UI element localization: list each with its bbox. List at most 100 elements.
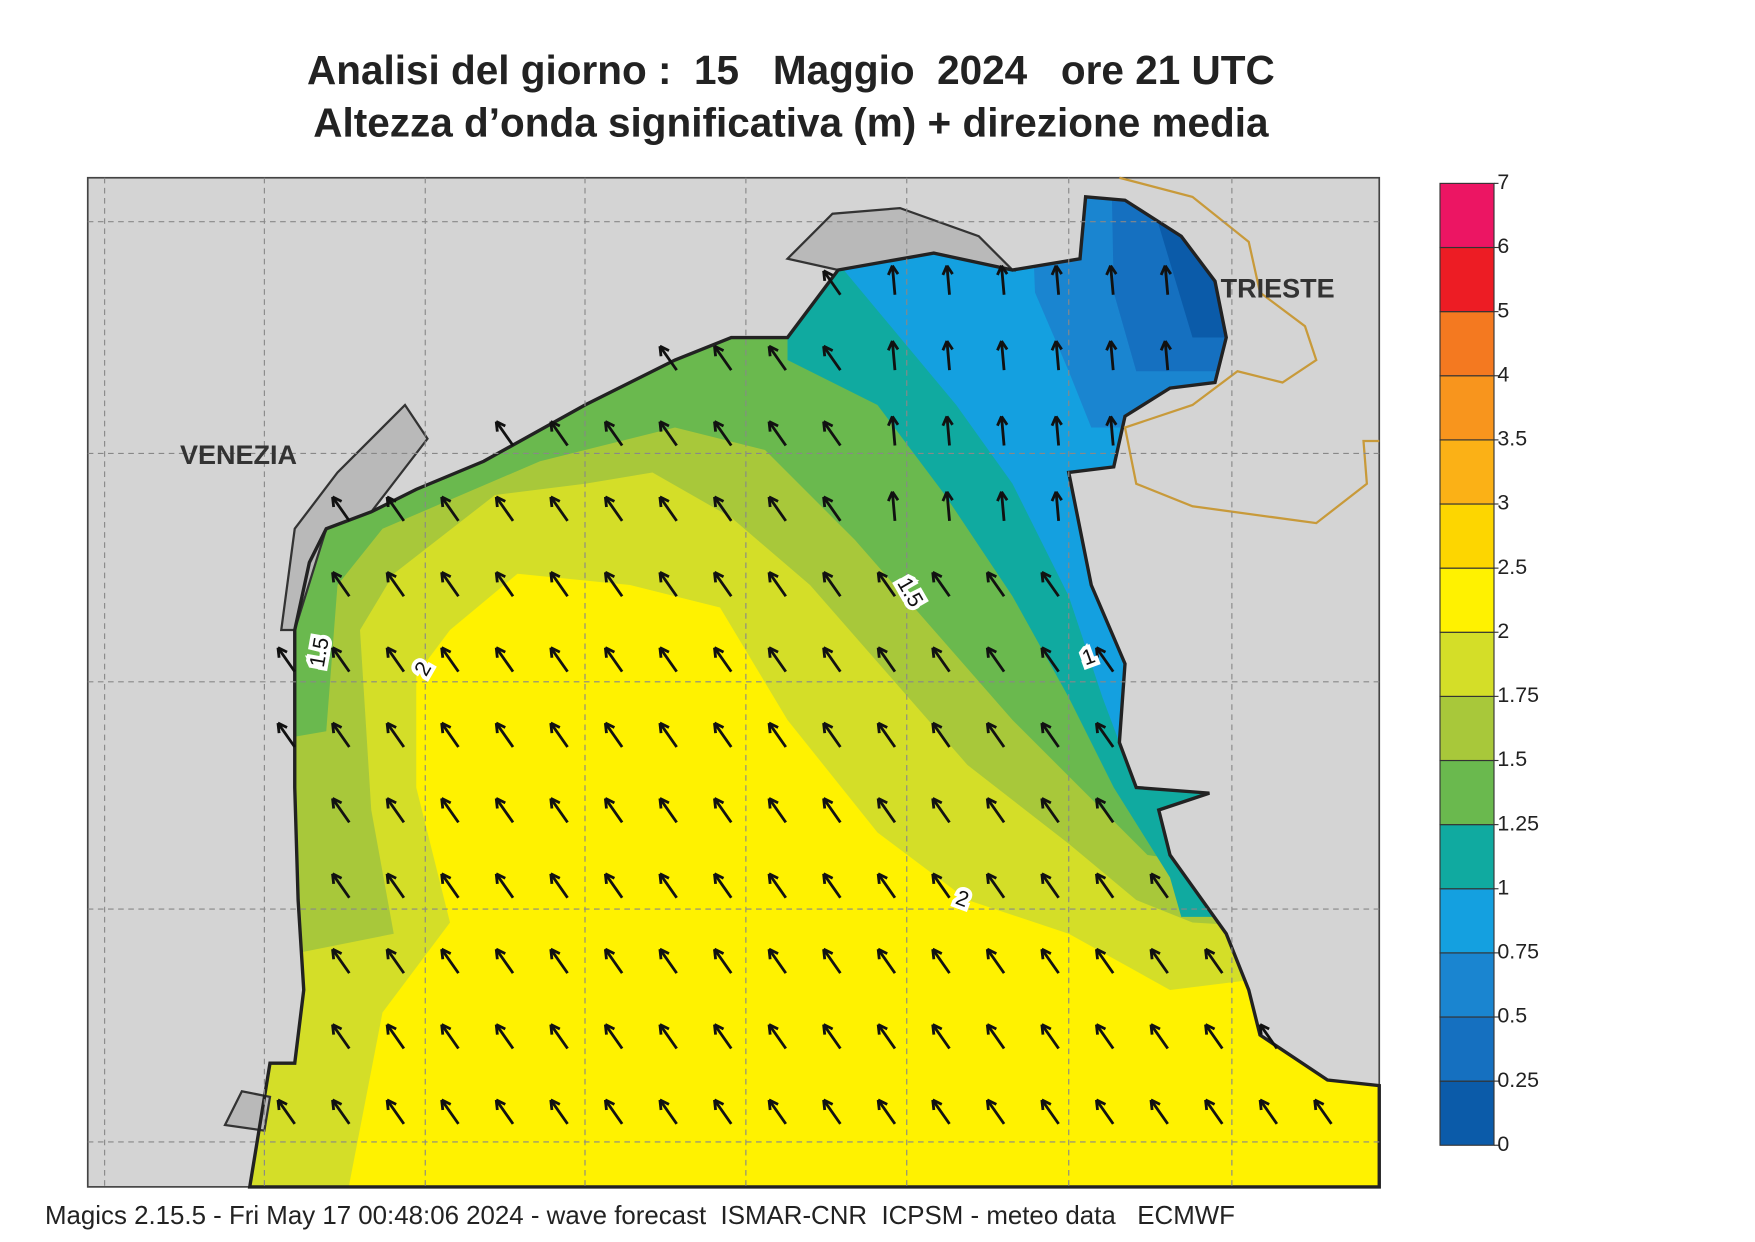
arrow-head: [713, 721, 725, 729]
graticule: [87, 177, 1380, 1187]
arrow-head: [1204, 947, 1216, 955]
arrow-head: [768, 420, 779, 428]
arrow: [495, 872, 515, 899]
arrow-head: [549, 421, 554, 432]
arrow-head: [331, 1099, 336, 1111]
arrow-head: [822, 873, 827, 885]
arrow-head: [1159, 340, 1167, 351]
colorbar-band: [1439, 375, 1495, 441]
arrow-head: [1204, 1098, 1216, 1106]
arrow: [713, 496, 733, 522]
arrow-head: [945, 264, 954, 275]
arrow: [931, 1099, 951, 1125]
colorbar-band: [1439, 1080, 1495, 1146]
arrow-head: [1204, 1024, 1209, 1035]
arrow: [385, 571, 406, 598]
arrow: [549, 948, 569, 974]
arrow: [1095, 948, 1115, 974]
arrow: [1163, 265, 1170, 295]
arrow-head: [1149, 949, 1154, 960]
arrow: [931, 872, 951, 899]
arrow: [890, 416, 897, 446]
arrow-head: [658, 496, 663, 508]
arrow-head: [1000, 264, 1009, 275]
arrow-head: [887, 415, 894, 427]
arrow: [767, 948, 787, 974]
arrow-head: [768, 797, 779, 805]
arrow: [822, 1099, 842, 1125]
arrow-head: [767, 1099, 772, 1111]
arrow-head: [331, 1024, 336, 1035]
colorbar-band: [1439, 1016, 1495, 1082]
arrow-head: [441, 1098, 452, 1106]
arrow-head: [941, 265, 949, 276]
arrow-head: [495, 947, 506, 955]
title: Analisi del giorno : 15 Maggio 2024 ore …: [307, 47, 1275, 93]
arrow-head: [658, 647, 663, 658]
colorbar-band: [1439, 439, 1495, 505]
arrow-head: [1164, 340, 1172, 351]
colorbar-label: 2.5: [1497, 555, 1527, 579]
arrow-head: [1095, 646, 1107, 654]
arrow-head: [603, 1099, 608, 1111]
arrow-head: [331, 722, 336, 734]
arrow-head: [549, 949, 554, 960]
colorbar-label: 1.25: [1497, 811, 1539, 835]
arrow-head: [768, 872, 779, 880]
arrow: [1095, 722, 1115, 748]
arrow-head: [876, 798, 881, 809]
arrow: [767, 722, 787, 748]
arrow-head: [331, 1023, 343, 1031]
colorbar-label: 0: [1497, 1132, 1509, 1156]
arrow-head: [768, 571, 779, 579]
arrow-head: [713, 872, 725, 880]
colorbar-label: 1.5: [1497, 747, 1527, 771]
arrow: [1204, 1099, 1224, 1125]
arrow: [495, 797, 515, 824]
arrow-head: [1040, 572, 1045, 583]
arrow-head: [441, 947, 452, 955]
arrow: [276, 1099, 296, 1125]
arrow-head: [658, 421, 663, 432]
arrow-head: [604, 1098, 616, 1106]
arrow-head: [385, 949, 390, 960]
arrow: [822, 269, 842, 296]
arrow-head: [1095, 721, 1107, 729]
arrow-head: [331, 646, 343, 654]
arrow: [495, 646, 515, 673]
arrow-head: [440, 722, 445, 734]
arrow-head: [385, 647, 390, 658]
arrow: [931, 571, 951, 598]
colorbar-label: 2: [1497, 619, 1509, 643]
arrow-head: [603, 1024, 608, 1035]
arrow-head: [876, 949, 881, 960]
arrow-head: [1095, 947, 1107, 955]
arrow: [1149, 948, 1169, 974]
colorbar-band: [1439, 567, 1495, 633]
arrow-head: [1041, 1098, 1052, 1106]
arrow-head: [713, 1024, 717, 1035]
arrow-head: [1000, 415, 1009, 426]
arrow-head: [494, 949, 499, 960]
arrow-head: [931, 1099, 936, 1111]
arrow-head: [603, 647, 608, 658]
arrow: [331, 1099, 351, 1125]
arrow-head: [1040, 1024, 1045, 1035]
arrow: [440, 872, 460, 899]
arrow: [986, 1023, 1006, 1050]
arrow: [931, 646, 951, 673]
arrow-head: [1314, 1098, 1325, 1106]
arrow: [767, 797, 787, 824]
arrow-head: [494, 1099, 499, 1111]
arrow-head: [386, 872, 397, 880]
arrow: [877, 1099, 897, 1125]
footer: Magics 2.15.5 - Fri May 17 00:48:06 2024…: [45, 1202, 1235, 1230]
arrow: [1040, 1023, 1060, 1050]
arrow-head: [713, 873, 717, 885]
arrow: [1109, 416, 1115, 446]
arrow: [658, 1023, 678, 1050]
arrow-head: [877, 947, 888, 955]
arrow-head: [331, 873, 336, 885]
arrow: [1095, 646, 1115, 673]
arrow-head: [1050, 415, 1058, 427]
